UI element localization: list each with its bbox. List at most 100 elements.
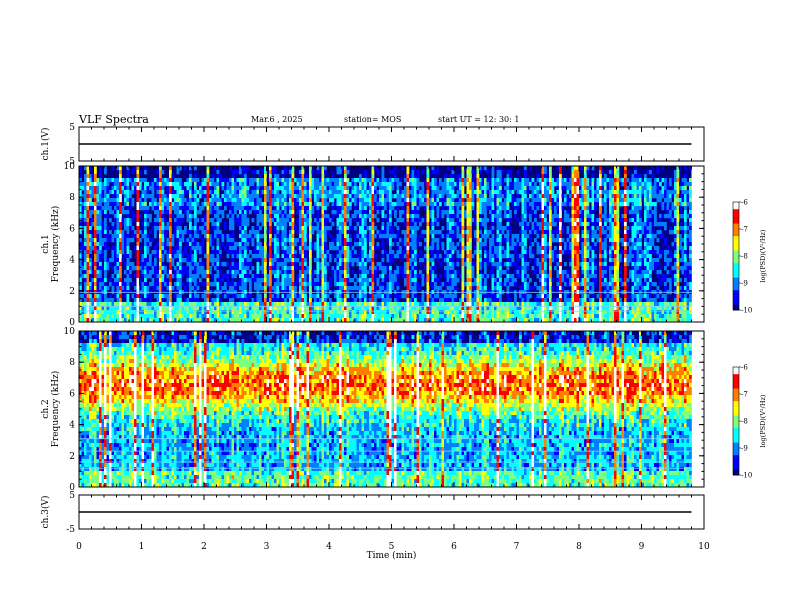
spectrogram-cell [611,262,615,267]
spectrogram-cell [189,202,192,207]
spectrogram-cell [504,202,507,207]
spectrogram-cell [309,274,312,279]
spectrogram-cell [609,258,612,263]
spectrogram-cell [139,266,142,271]
spectrogram-cell [609,218,612,223]
spectrogram-cell [384,186,387,191]
spectrogram-cell [434,254,437,259]
spectrogram-cell [689,198,692,203]
spectrogram-cell [609,174,612,179]
spectrogram-cell [666,198,670,203]
spectrogram-cell [296,198,300,203]
spectrogram-cell [111,194,115,199]
spectrogram-cell [409,266,412,271]
spectrogram-cell [384,198,387,203]
spectrogram-cell [344,170,347,175]
spectrogram-cell [374,254,377,259]
spectrogram-cell [599,226,602,231]
spectrogram-cell [634,190,637,195]
spectrogram-cell [184,258,187,263]
spectrogram-cell [151,198,155,203]
spectrogram-cell [631,206,635,211]
spectrogram-cell [179,194,182,199]
spectrogram-cell [499,222,502,227]
spectrogram-cell [649,210,652,215]
spectrogram-cell [331,254,335,259]
spectrogram-cell [364,178,367,183]
spectrogram-cell [689,250,692,255]
spectrogram-cell [184,182,187,187]
spectrogram-cell [456,254,460,259]
spectrogram-cell [179,190,182,195]
spectrogram-cell [469,250,472,255]
spectrogram-cell [636,174,640,179]
spectrogram-cell [494,190,497,195]
spectrogram-cell [449,198,452,203]
spectrogram-cell [309,226,312,231]
spectrogram-cell [579,194,582,199]
spectrogram-cell [199,218,202,223]
spectrogram-cell [181,206,185,211]
spectrogram-cell [649,254,652,259]
spectrogram-cell [361,238,365,243]
spectrogram-cell [689,258,692,263]
spectrogram-cell [344,178,347,183]
spectrogram-cell [114,262,117,267]
spectrogram-cell [126,186,130,191]
spectrogram-cell [654,218,657,223]
spectrogram-cell [321,190,325,195]
spectrogram-cell [646,234,650,239]
spectrogram-cell [284,186,287,191]
spectrogram-cell [246,246,250,251]
spectrogram-cell [269,174,272,179]
spectrogram-cell [611,202,615,207]
spectrogram-cell [189,254,192,259]
spectrogram-cell [496,166,500,171]
spectrogram-cell [264,246,267,251]
spectrogram-cell [329,194,332,199]
spectrogram-cell [239,166,242,171]
spectrogram-cell [274,198,277,203]
spectrogram-cell [556,194,560,199]
spectrogram-cell [316,262,320,267]
spectrogram-cell [576,178,580,183]
spectrogram-cell [381,242,385,247]
spectrogram-cell [689,234,692,239]
spectrogram-cell [271,242,275,247]
spectrogram-cell [151,262,155,267]
spectrogram-cell [186,274,190,279]
spectrogram-cell [609,254,612,259]
spectrogram-cell [94,238,97,243]
spectrogram-cell [94,254,97,259]
spectrogram-cell [581,250,585,255]
spectrogram-cell [374,182,377,187]
spectrogram-cell [274,186,277,191]
spectrogram-cell [259,254,262,259]
spectrogram-cell [569,182,572,187]
spectrogram-cell [119,270,122,275]
spectrogram-cell [351,194,355,199]
spectrogram-cell [469,194,472,199]
spectrogram-cell [306,202,310,207]
spectrogram-cell [636,254,640,259]
spectrogram-cell [406,166,410,171]
spectrogram-cell [196,274,200,279]
spectrogram-cell [241,226,245,231]
spectrogram-cell [609,266,612,271]
spectrogram-cell [281,254,285,259]
spectrogram-cell [224,194,227,199]
spectrogram-cell [429,198,432,203]
spectrogram-cell [301,202,305,207]
spectrogram-cell [446,190,450,195]
spectrogram-cell [299,266,302,271]
spectrogram-cell [306,206,310,211]
spectrogram-cell [116,206,120,211]
spectrogram-cell [106,194,110,199]
spectrogram-cell [241,250,245,255]
spectrogram-cell [79,254,82,259]
spectrogram-cell [469,266,472,271]
spectrogram-cell [674,170,677,175]
spectrogram-cell [366,190,370,195]
spectrogram-cell [164,218,167,223]
spectrogram-cell [251,274,255,279]
